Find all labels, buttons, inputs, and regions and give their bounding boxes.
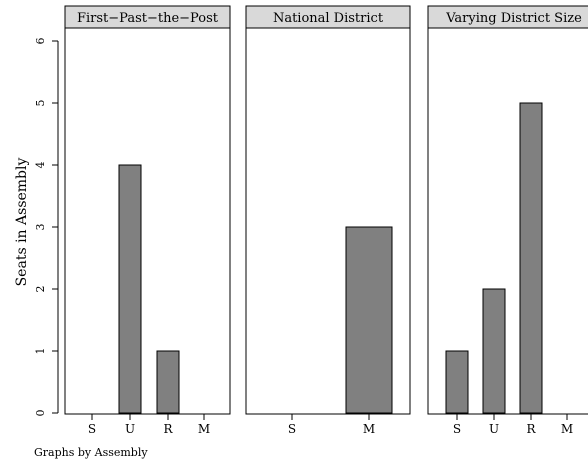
panel-3: Varying District Size S U R M — [427, 5, 588, 436]
x-tick-label: M — [363, 422, 375, 436]
panel-2: National District S M — [245, 5, 411, 436]
panel-title: National District — [273, 11, 384, 26]
panel-plot-area — [64, 27, 231, 415]
y-tick-label: 2 — [34, 286, 47, 293]
bar-R — [519, 102, 543, 414]
bar-R — [156, 350, 180, 414]
x-tick-label: R — [526, 422, 536, 436]
x-tick-label: U — [125, 422, 135, 436]
bar-U — [482, 288, 506, 414]
y-tick-label: 1 — [34, 348, 47, 355]
x-tick-label: S — [88, 422, 96, 436]
chart: Seats in Assembly 0 1 2 3 4 5 6 First−Past−the… — [14, 5, 588, 436]
x-tick-label: S — [288, 422, 296, 436]
y-axis-label: Seats in Assembly — [14, 158, 30, 287]
y-axis: 0 1 2 3 4 5 6 — [34, 38, 59, 417]
y-tick-label: 0 — [34, 410, 47, 417]
x-tick-label: M — [561, 422, 573, 436]
panel-title: Varying District Size — [445, 11, 582, 26]
panel-plot-area — [427, 27, 588, 415]
panel-1: First−Past−the−Post S U R M — [64, 5, 231, 436]
bar-S — [445, 350, 469, 414]
panel-title: First−Past−the−Post — [77, 11, 219, 26]
y-tick-label: 3 — [34, 224, 47, 231]
x-tick-label: U — [489, 422, 499, 436]
y-tick-label: 4 — [34, 162, 47, 169]
y-tick-label: 5 — [34, 100, 47, 107]
bar-U — [118, 164, 142, 414]
y-tick-label: 6 — [34, 38, 47, 45]
graphs-by-note: Graphs by Assembly — [34, 446, 148, 459]
x-tick-label: R — [163, 422, 173, 436]
x-tick-label: S — [453, 422, 461, 436]
bar-M — [345, 226, 393, 414]
x-tick-label: M — [198, 422, 210, 436]
